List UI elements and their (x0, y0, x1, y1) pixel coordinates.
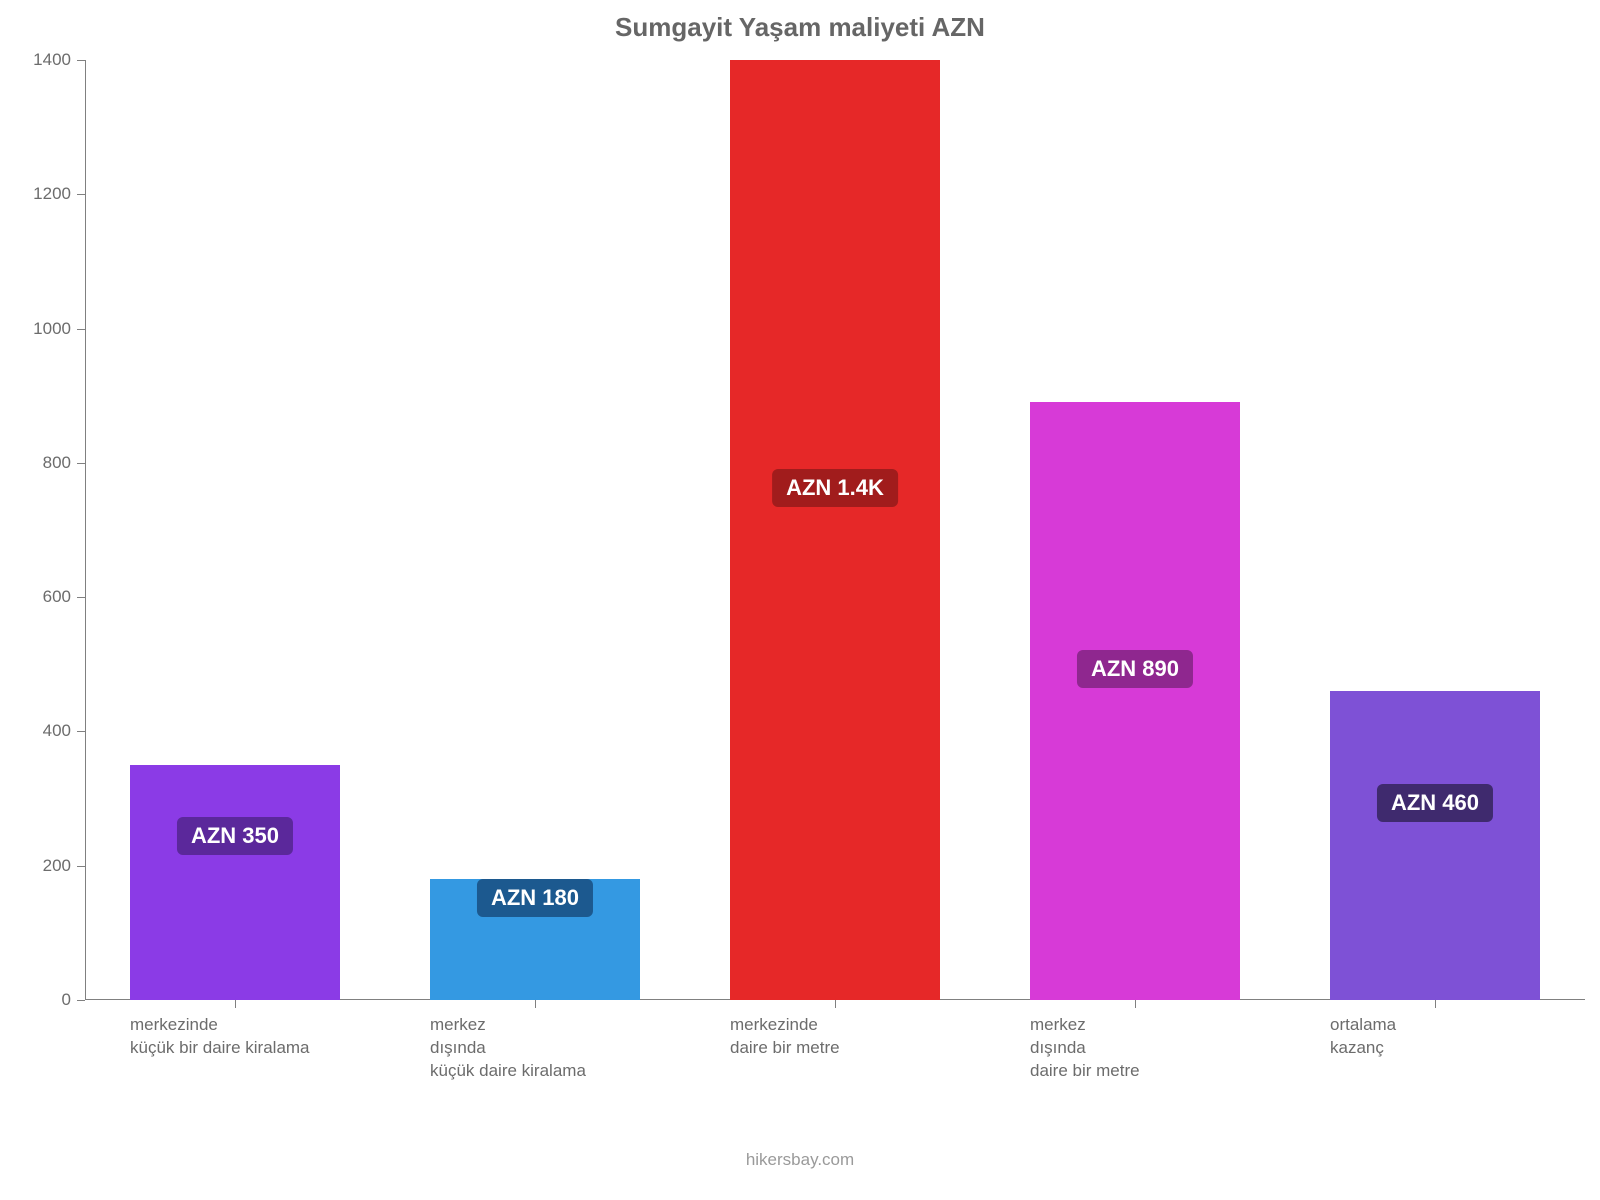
y-tick-label: 400 (0, 721, 71, 741)
y-tick-mark (77, 597, 85, 598)
x-category-label: merkez dışında daire bir metre (1030, 1014, 1330, 1083)
value-badge: AZN 460 (1377, 784, 1493, 822)
y-tick-label: 200 (0, 856, 71, 876)
y-tick-mark (77, 866, 85, 867)
y-tick-label: 1000 (0, 319, 71, 339)
value-badge: AZN 1.4K (772, 469, 898, 507)
x-tick-mark (235, 1000, 236, 1008)
x-tick-mark (835, 1000, 836, 1008)
x-category-label: merkez dışında küçük daire kiralama (430, 1014, 730, 1083)
chart-title: Sumgayit Yaşam maliyeti AZN (0, 12, 1600, 43)
y-tick-mark (77, 60, 85, 61)
bar (130, 765, 340, 1000)
y-tick-mark (77, 1000, 85, 1001)
y-tick-mark (77, 194, 85, 195)
y-tick-label: 1200 (0, 184, 71, 204)
y-tick-label: 600 (0, 587, 71, 607)
y-tick-label: 800 (0, 453, 71, 473)
bar (730, 60, 940, 1000)
x-tick-mark (535, 1000, 536, 1008)
value-badge: AZN 890 (1077, 650, 1193, 688)
y-tick-mark (77, 463, 85, 464)
x-category-label: ortalama kazanç (1330, 1014, 1600, 1060)
y-axis-line (85, 60, 86, 1000)
y-tick-mark (77, 731, 85, 732)
y-tick-mark (77, 329, 85, 330)
y-tick-label: 0 (0, 990, 71, 1010)
attribution-text: hikersbay.com (0, 1150, 1600, 1170)
y-tick-label: 1400 (0, 50, 71, 70)
plot-area: 0200400600800100012001400AZN 350merkezin… (85, 60, 1585, 1000)
chart-container: Sumgayit Yaşam maliyeti AZN 020040060080… (0, 0, 1600, 1200)
value-badge: AZN 350 (177, 817, 293, 855)
x-tick-mark (1135, 1000, 1136, 1008)
x-category-label: merkezinde daire bir metre (730, 1014, 1030, 1060)
bar (1330, 691, 1540, 1000)
value-badge: AZN 180 (477, 879, 593, 917)
x-category-label: merkezinde küçük bir daire kiralama (130, 1014, 430, 1060)
x-tick-mark (1435, 1000, 1436, 1008)
bar (1030, 402, 1240, 1000)
